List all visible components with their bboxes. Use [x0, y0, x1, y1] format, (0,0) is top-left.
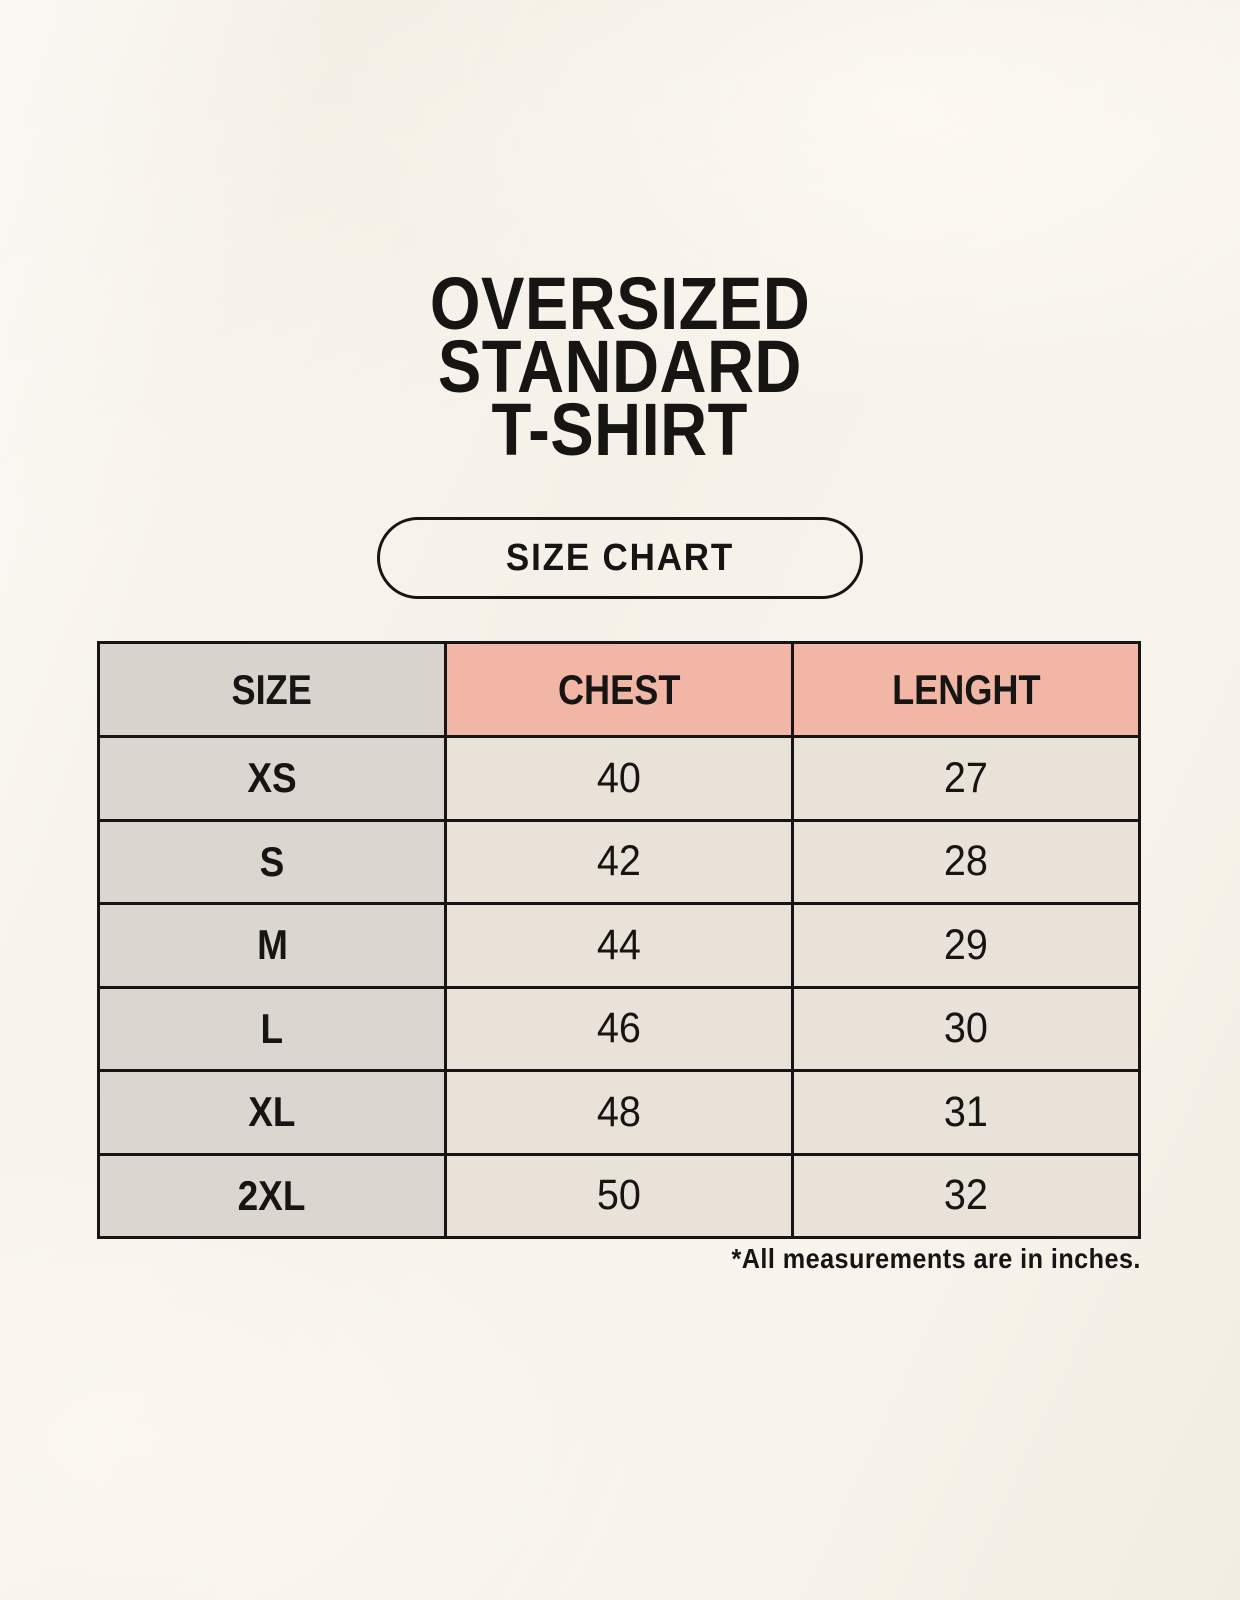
length-value: 28: [943, 837, 989, 886]
length-value-cell: 30: [794, 988, 1138, 1069]
column-header-chest-label: CHEST: [557, 665, 681, 713]
size-label: 2XL: [238, 1171, 306, 1219]
chest-value: 48: [596, 1087, 642, 1136]
size-cell: 2XL: [100, 1155, 444, 1236]
size-chart-table: SIZE CHEST LENGHT XS 40 27 S 42 28 M 44 …: [97, 641, 1141, 1239]
length-value: 30: [943, 1004, 989, 1053]
length-value-cell: 29: [794, 905, 1138, 986]
chest-value: 44: [596, 920, 642, 969]
chest-value: 46: [596, 1004, 642, 1053]
column-header-size-label: SIZE: [231, 665, 313, 713]
size-label: XS: [247, 754, 297, 802]
chest-value-cell: 40: [447, 738, 791, 819]
chest-value-cell: 50: [447, 1155, 791, 1236]
chest-value-cell: 44: [447, 905, 791, 986]
column-header-chest: CHEST: [447, 644, 791, 735]
chest-value: 40: [596, 753, 642, 802]
chest-value-cell: 42: [447, 821, 791, 902]
size-cell: S: [100, 821, 444, 902]
measurements-footnote: *All measurements are in inches.: [686, 1243, 1141, 1275]
length-value: 29: [943, 920, 989, 969]
column-header-length-label: LENGHT: [891, 665, 1041, 713]
page-title-line-1: OVERSIZED: [429, 262, 811, 345]
page-title-line-3: T-SHIRT: [491, 388, 749, 471]
size-chart-badge-label: SIZE CHART: [505, 536, 735, 579]
length-value-cell: 27: [794, 738, 1138, 819]
chest-value-cell: 46: [447, 988, 791, 1069]
column-header-size: SIZE: [100, 644, 444, 735]
size-cell: M: [100, 905, 444, 986]
page-title-line-2: STANDARD: [437, 325, 803, 408]
size-cell: XL: [100, 1072, 444, 1153]
size-chart-badge: SIZE CHART: [377, 517, 863, 599]
length-value: 31: [943, 1087, 989, 1136]
length-value: 27: [943, 753, 989, 802]
page-title: OVERSIZED STANDARD T-SHIRT: [0, 262, 1240, 471]
chest-value: 42: [596, 837, 642, 886]
size-label: XL: [248, 1088, 296, 1136]
length-value-cell: 28: [794, 821, 1138, 902]
size-label: S: [259, 837, 285, 885]
size-label: L: [260, 1004, 284, 1052]
length-value-cell: 32: [794, 1155, 1138, 1236]
size-cell: XS: [100, 738, 444, 819]
length-value: 32: [943, 1171, 989, 1220]
chest-value-cell: 48: [447, 1072, 791, 1153]
length-value-cell: 31: [794, 1072, 1138, 1153]
chest-value: 50: [596, 1171, 642, 1220]
size-cell: L: [100, 988, 444, 1069]
measurements-footnote-text: *All measurements are in inches.: [731, 1243, 1141, 1274]
size-label: M: [256, 921, 288, 969]
column-header-length: LENGHT: [794, 644, 1138, 735]
